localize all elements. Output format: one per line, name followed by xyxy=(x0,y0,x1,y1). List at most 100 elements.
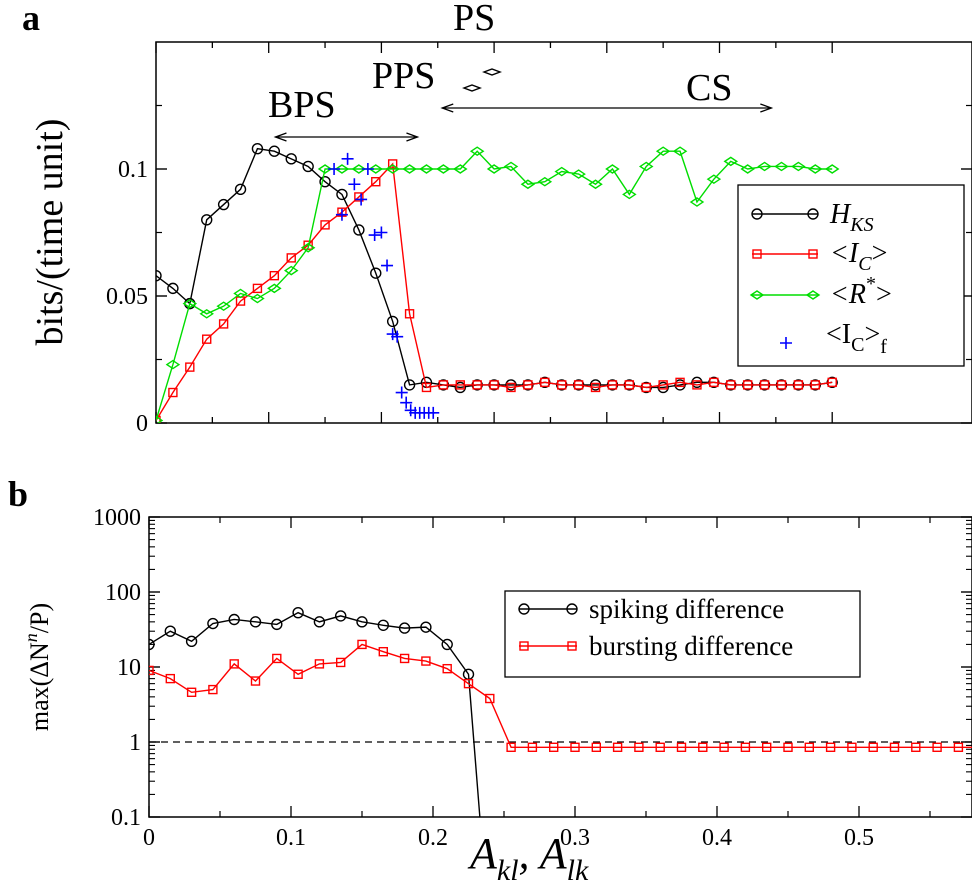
panel-a-series-3 xyxy=(328,152,440,419)
panel-b-point-0-6 xyxy=(271,618,283,631)
panel-a-range-arrows xyxy=(273,103,774,142)
range-arrow-head-left-0 xyxy=(273,132,287,142)
panel-a-point-2-24 xyxy=(554,166,569,177)
panel-b-y-tick-label-3: 100 xyxy=(105,580,141,606)
panel-b-point-1-1 xyxy=(165,673,176,684)
panel-b-x-tick-label-2: 0.2 xyxy=(418,825,448,851)
panel-a-point-1-13 xyxy=(371,176,381,187)
panel-a-series xyxy=(156,142,840,423)
panel-a-point-1-1 xyxy=(168,387,178,398)
panel-b-x-tick-label-5: 0.5 xyxy=(844,825,874,851)
panel-b-point-0-12 xyxy=(398,622,411,634)
panel-b-point-1-19 xyxy=(549,742,559,752)
panel-b-point-1-21 xyxy=(591,742,601,752)
panel-a-point-1-15 xyxy=(404,309,415,319)
panel-a-point-2-32 xyxy=(689,197,705,207)
panel-a-point-0-8 xyxy=(285,153,297,165)
panel-b-point-1-11 xyxy=(378,646,388,657)
panel-b-point-1-5 xyxy=(250,676,261,686)
panel-a-point-0-12 xyxy=(353,224,365,236)
legend-bursting: bursting difference xyxy=(589,631,793,661)
panel-b-legend: spiking difference bursting difference xyxy=(504,590,861,678)
panel-b-point-1-17 xyxy=(506,742,516,752)
panel-b-point-1-2 xyxy=(186,687,197,697)
panel-a-point-2-25 xyxy=(571,169,586,179)
panel-a-point-0-3 xyxy=(201,214,213,226)
panel-b-point-0-0 xyxy=(149,638,155,651)
panel-b-point-1-0 xyxy=(149,665,154,676)
panel-a-series-1 xyxy=(156,159,837,423)
panel-b-point-1-38 xyxy=(953,742,964,752)
panel-b-point-1-18 xyxy=(527,742,538,752)
range-arrow-head-right-1 xyxy=(760,103,774,113)
panel-a-point-0-9 xyxy=(302,160,314,173)
panel-a-point-3-4 xyxy=(355,193,368,206)
panel-a-point-1-4 xyxy=(218,319,229,329)
panel-b-point-1-10 xyxy=(357,639,367,650)
panel-b-point-1-12 xyxy=(399,653,410,664)
panel-a-point-1-23 xyxy=(540,377,550,388)
panel-b-y-tick-label-0: 0.1 xyxy=(111,805,141,831)
panel-a-point-1-8 xyxy=(286,253,296,263)
panel-a-point-2-20 xyxy=(486,164,502,174)
panel-a-point-3-18 xyxy=(427,406,440,419)
panel-a-series-line-0 xyxy=(156,147,833,389)
panel-a-point-3-2 xyxy=(341,152,354,165)
panel-b-point-1-16 xyxy=(485,693,495,704)
panel-a-y-tick-label-2: 0.1 xyxy=(118,157,148,183)
panel-a-point-1-14 xyxy=(387,159,398,169)
panel-b-point-1-15 xyxy=(463,678,474,689)
legend-hks: HKS xyxy=(829,199,874,236)
annotation-pps: PPS xyxy=(372,55,435,97)
panel-b-series-0 xyxy=(149,606,481,817)
panel-a-point-2-9 xyxy=(300,242,316,253)
panel-a-point-3-1 xyxy=(335,208,348,221)
legend-a-marker-right-1 xyxy=(808,249,818,259)
panel-a-point-1-25 xyxy=(573,380,584,390)
legend-spiking: spiking difference xyxy=(589,594,784,624)
panel-b-point-1-3 xyxy=(208,684,218,695)
panel-b-point-1-26 xyxy=(698,742,708,752)
panel-b-point-1-27 xyxy=(719,742,729,752)
panel-a-point-0-14 xyxy=(386,315,399,328)
panel-b-point-1-30 xyxy=(783,742,793,752)
panel-a-point-0-4 xyxy=(217,198,230,211)
panel-a-point-1-30 xyxy=(658,380,668,390)
panel-a-point-2-11 xyxy=(334,164,350,174)
panel-b-point-1-20 xyxy=(570,742,580,752)
range-arrow-0 xyxy=(273,132,420,142)
panel-a-point-2-38 xyxy=(791,161,806,172)
panel-a-point-2-39 xyxy=(808,164,823,174)
panel-a-point-1-35 xyxy=(742,380,753,390)
annotation-ps: PS xyxy=(453,0,495,39)
legend-a-marker-left-2 xyxy=(749,290,765,300)
panel-b-point-0-11 xyxy=(377,619,389,631)
panel-a-point-1-3 xyxy=(202,334,212,344)
panel-a-point-1-36 xyxy=(759,380,770,390)
legend-a-marker-right-2 xyxy=(805,290,821,300)
panel-b-point-1-9 xyxy=(336,657,346,668)
panel-a-point-2-34 xyxy=(723,156,739,167)
panel-a-point-1-39 xyxy=(810,380,820,390)
panel-a-point-0-7 xyxy=(268,145,281,157)
panel-b-point-1-34 xyxy=(868,742,878,752)
panel-a-point-1-17 xyxy=(438,380,449,390)
panel-a-series-line-1 xyxy=(156,162,833,421)
legend-b-marker-left-1 xyxy=(519,641,529,651)
panel-a-point-0-23 xyxy=(539,376,551,389)
panel-a-point-1-33 xyxy=(709,377,719,388)
panel-a-point-0-22 xyxy=(522,379,534,391)
panel-a-point-2-2 xyxy=(182,298,198,309)
panel-b-point-1-22 xyxy=(612,742,623,752)
panel-b-point-1-36 xyxy=(911,742,921,752)
panel-b-point-0-5 xyxy=(249,616,262,628)
panel-b-point-0-10 xyxy=(356,616,368,628)
panel-b-y-axis-label: max(ΔNn/P) xyxy=(21,603,54,731)
panel-b-point-0-2 xyxy=(185,635,198,648)
panel-a-y-axis-label: bits/(time unit) xyxy=(29,119,71,346)
panel-a-point-3-10 xyxy=(391,330,404,343)
legend-ic: <IC> xyxy=(830,238,887,275)
panel-a-point-1-24 xyxy=(557,380,567,390)
panel-b-point-1-37 xyxy=(932,742,942,752)
